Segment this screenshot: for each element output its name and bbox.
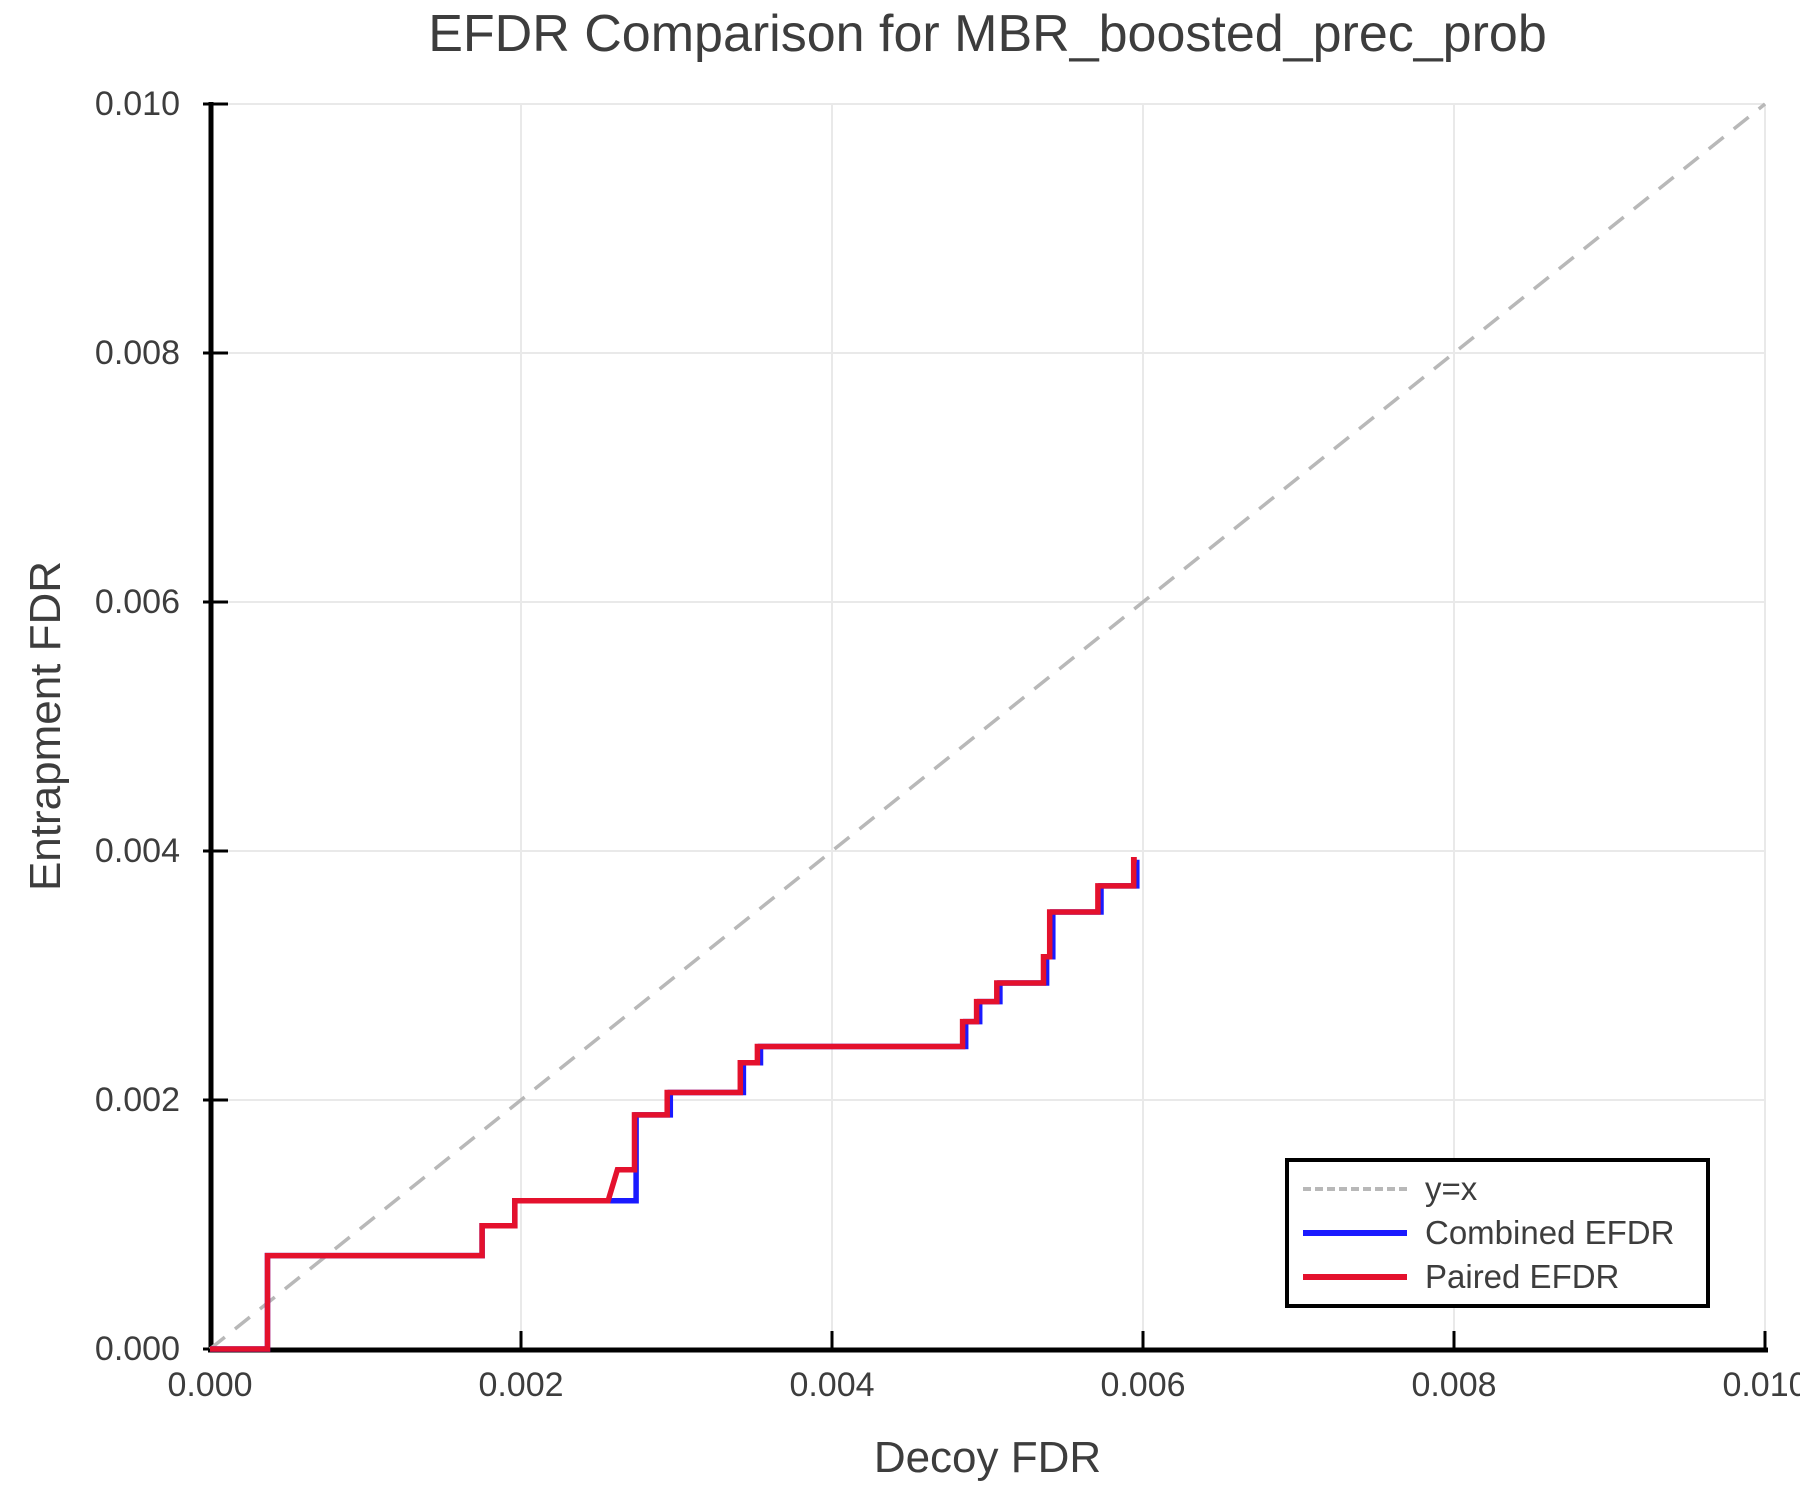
x-tick-label: 0.002 <box>478 1366 564 1404</box>
y-tick-label: 0.006 <box>94 583 180 621</box>
legend-line-sample <box>1303 1187 1407 1191</box>
x-tick-label: 0.008 <box>1411 1366 1497 1404</box>
x-axis-title: Decoy FDR <box>873 1433 1102 1482</box>
series-combined-efdr <box>210 859 1140 1352</box>
legend-entry: Paired EFDR <box>1303 1255 1706 1299</box>
legend-entry-label: Paired EFDR <box>1425 1257 1620 1295</box>
legend-line-sample <box>1303 1274 1407 1280</box>
chart-title: EFDR Comparison for MBR_boosted_prec_pro… <box>428 5 1547 63</box>
y-tick-label: 0.002 <box>94 1081 180 1119</box>
y-tick-label: 0.008 <box>94 334 180 372</box>
legend: y=x Combined EFDR Paired EFDR <box>1285 1158 1710 1308</box>
y-tick-label: 0.004 <box>94 832 180 870</box>
legend-entry: Combined EFDR <box>1303 1211 1706 1255</box>
y-tick-label: 0.000 <box>94 1330 180 1368</box>
legend-entry-label: Combined EFDR <box>1425 1213 1675 1251</box>
legend-entry: y=x <box>1303 1167 1706 1211</box>
x-tick-label: 0.004 <box>789 1366 875 1404</box>
series-paired-efdr <box>210 856 1137 1352</box>
y-axis-title: Entrapment FDR <box>21 560 70 892</box>
x-tick-label: 0.000 <box>167 1366 253 1404</box>
legend-entry-label: y=x <box>1425 1169 1478 1207</box>
series-y-x <box>208 102 1767 1351</box>
x-tick-label: 0.010 <box>1722 1366 1800 1404</box>
y-tick-label: 0.010 <box>94 85 180 123</box>
legend-line-sample <box>1303 1230 1407 1236</box>
x-tick-label: 0.006 <box>1100 1366 1186 1404</box>
